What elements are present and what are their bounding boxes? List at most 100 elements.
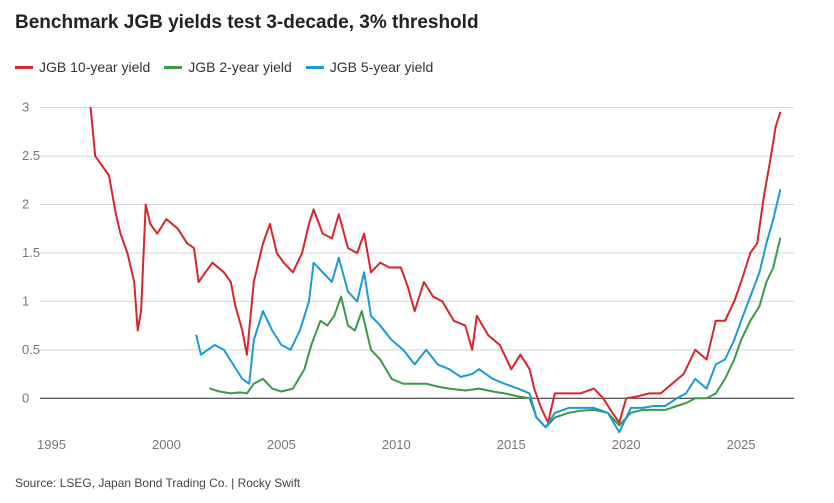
data-point <box>229 281 232 283</box>
data-point <box>436 385 439 388</box>
data-point <box>733 300 736 303</box>
data-point <box>209 387 212 390</box>
data-point <box>593 409 595 411</box>
data-point <box>223 271 225 274</box>
data-point <box>360 310 363 312</box>
data-point <box>218 390 221 393</box>
data-point <box>126 252 129 254</box>
data-point <box>478 387 480 390</box>
y-tick-label: 0.5 <box>22 342 40 357</box>
data-point <box>765 281 768 283</box>
data-point <box>308 223 310 225</box>
data-point <box>636 395 639 398</box>
data-point <box>774 126 777 128</box>
data-point <box>232 363 235 366</box>
data-point <box>262 378 264 380</box>
data-point <box>519 353 522 356</box>
data-point <box>724 378 726 380</box>
data-point <box>136 329 139 332</box>
data-point <box>648 392 651 395</box>
legend: JGB 10-year yield JGB 2-year yield JGB 5… <box>15 59 433 75</box>
data-point <box>413 382 416 385</box>
data-point <box>724 319 726 322</box>
data-point <box>370 315 372 317</box>
data-point <box>452 319 455 322</box>
data-point <box>535 416 538 419</box>
data-point <box>133 281 136 283</box>
data-point <box>312 208 315 211</box>
data-point <box>685 392 687 395</box>
legend-label-5-year: JGB 5-year yield <box>329 59 434 75</box>
data-point <box>510 368 513 371</box>
x-tick-label: 2005 <box>267 437 296 452</box>
data-point <box>326 324 329 327</box>
data-point <box>252 382 255 385</box>
data-point <box>478 368 480 371</box>
data-point <box>234 305 237 308</box>
source-note: Source: LSEG, Japan Bond Trading Co. | R… <box>15 476 301 490</box>
data-point <box>94 155 97 158</box>
data-point <box>740 339 742 341</box>
data-point <box>675 405 678 407</box>
data-point <box>289 348 292 351</box>
data-point <box>402 348 405 351</box>
data-point <box>772 218 775 221</box>
data-point <box>252 339 255 341</box>
data-point <box>303 368 306 371</box>
data-point <box>248 382 251 385</box>
data-point <box>406 286 409 288</box>
data-point <box>89 106 92 109</box>
data-point <box>370 348 372 351</box>
data-point <box>554 392 556 395</box>
data-point <box>671 382 674 385</box>
data-point <box>402 382 405 385</box>
data-point <box>749 319 752 322</box>
data-point <box>498 344 501 346</box>
data-point <box>694 348 697 351</box>
data-point <box>758 305 761 308</box>
data-point <box>441 300 444 303</box>
data-point <box>275 252 278 254</box>
data-point <box>740 281 742 283</box>
data-point <box>269 223 271 225</box>
data-point <box>354 329 356 332</box>
legend-item-10-year: JGB 10-year yield <box>15 59 150 75</box>
y-tick-label: 2.5 <box>22 148 40 163</box>
x-tick-label: 1995 <box>37 437 66 452</box>
data-point <box>390 339 393 341</box>
data-point <box>347 290 349 293</box>
data-point <box>579 409 582 412</box>
data-point <box>763 194 765 196</box>
x-tick-label: 2010 <box>382 437 411 452</box>
data-point <box>579 407 582 409</box>
data-point <box>567 407 570 409</box>
data-point <box>115 213 117 216</box>
data-point <box>280 390 283 393</box>
data-point <box>229 392 232 395</box>
data-point <box>567 411 570 414</box>
data-point <box>471 373 474 375</box>
data-point <box>544 426 547 429</box>
data-point <box>310 344 313 346</box>
data-point <box>629 411 632 414</box>
data-point <box>262 310 264 312</box>
data-point <box>705 358 708 361</box>
x-tick-label: 2015 <box>497 437 526 452</box>
data-point <box>758 271 761 274</box>
data-point <box>144 203 147 206</box>
data-point <box>448 387 451 390</box>
data-point <box>177 227 179 230</box>
data-point <box>528 368 531 371</box>
data-point <box>239 391 241 394</box>
data-point <box>321 271 324 274</box>
data-point <box>682 373 685 375</box>
data-point <box>492 390 494 393</box>
y-tick-label: 3 <box>22 100 29 115</box>
data-point <box>471 348 474 351</box>
data-point <box>694 397 697 400</box>
data-point <box>271 329 274 332</box>
y-tick-label: 1.5 <box>22 245 40 260</box>
data-point <box>337 256 340 259</box>
data-point <box>425 348 428 351</box>
